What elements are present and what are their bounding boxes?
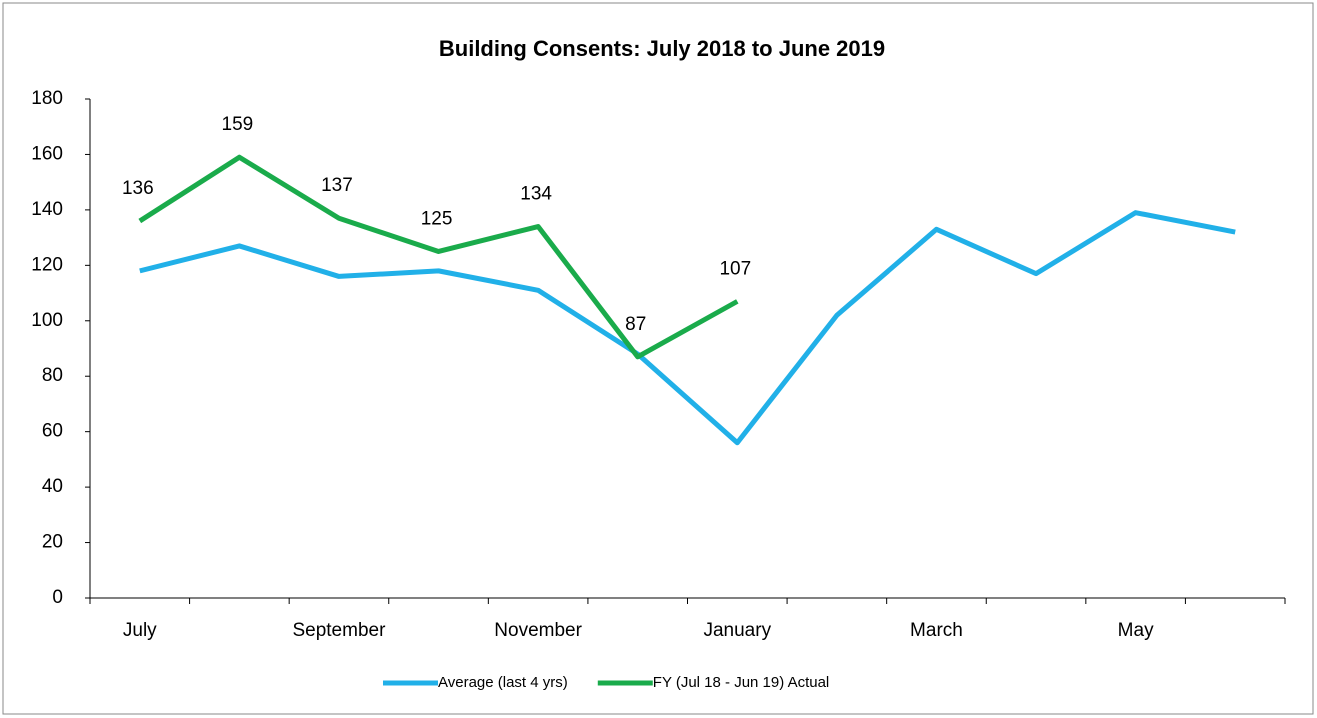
x-tick-label: September xyxy=(292,620,386,641)
x-tick-label: July xyxy=(123,620,157,641)
y-tick-label: 20 xyxy=(42,532,63,553)
y-tick-label: 180 xyxy=(31,88,63,109)
data-label: 159 xyxy=(222,114,254,135)
y-tick-label: 80 xyxy=(42,365,63,386)
chart-title: Building Consents: July 2018 to June 201… xyxy=(439,36,885,61)
y-tick-label: 100 xyxy=(31,310,63,331)
x-tick-label: March xyxy=(910,620,963,641)
data-label: 107 xyxy=(719,258,751,279)
x-tick-label: May xyxy=(1118,620,1154,641)
x-tick-label: November xyxy=(494,620,582,641)
data-label: 137 xyxy=(321,175,353,196)
y-tick-label: 60 xyxy=(42,421,63,442)
data-label: 136 xyxy=(122,178,154,199)
y-tick-label: 140 xyxy=(31,199,63,220)
legend-label: Average (last 4 yrs) xyxy=(438,674,568,691)
y-tick-label: 160 xyxy=(31,143,63,164)
series-line xyxy=(138,154,739,360)
series-line xyxy=(139,210,1236,446)
legend-label: FY (Jul 18 - Jun 19) Actual xyxy=(653,674,829,691)
data-label: 87 xyxy=(625,314,646,335)
data-label: 134 xyxy=(520,184,552,205)
data-label: 125 xyxy=(421,208,453,229)
y-tick-label: 40 xyxy=(42,476,63,497)
x-tick-label: January xyxy=(703,620,771,641)
y-tick-label: 0 xyxy=(52,587,63,608)
y-tick-label: 120 xyxy=(31,254,63,275)
